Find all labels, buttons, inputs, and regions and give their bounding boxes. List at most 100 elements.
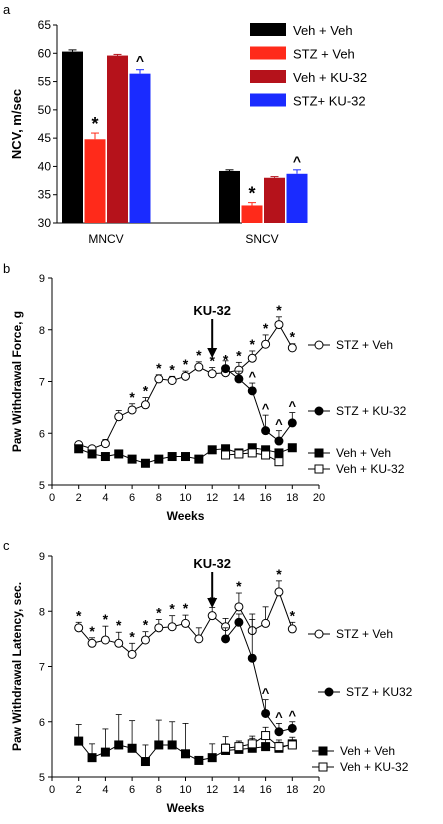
data-point [261,450,271,460]
y-axis-label: Paw Withdrawal Force, g [10,311,24,452]
data-point [221,743,231,753]
data-point [127,649,137,659]
data-point [274,436,284,446]
significance-mark: * [276,302,282,318]
significance-mark: * [169,361,175,377]
legend-marker [318,746,328,756]
data-point [247,739,257,749]
data-point [154,740,164,750]
y-tick-label: 7 [39,662,45,674]
significance-mark: ^ [262,686,270,701]
data-point [87,638,97,648]
legend-label: STZ+ KU-32 [293,94,366,109]
data-point [154,374,164,384]
data-point [181,452,190,462]
data-point [234,617,244,627]
y-tick-label: 8 [39,606,45,618]
x-tick-label: 18 [286,492,298,504]
significance-mark: * [143,383,149,399]
y-tick-label: 40 [38,159,52,173]
bar [219,170,240,223]
y-tick-label: 6 [39,717,45,729]
data-point [274,742,284,752]
legend-label: Veh + KU-32 [336,462,405,476]
legend-label: STZ + KU32 [346,685,413,699]
data-point [274,320,284,330]
data-point [181,371,190,381]
data-point [100,635,110,645]
data-point [194,634,204,644]
data-point [127,454,137,464]
data-point [261,731,271,741]
y-tick-label: 55 [38,75,52,89]
legend-label: Veh + Veh [340,744,395,758]
data-point [287,443,297,453]
data-point [207,369,217,379]
y-tick-label: 9 [39,273,45,285]
significance-mark: * [276,566,282,582]
bar [264,177,285,223]
significance-mark: * [250,336,256,352]
data-point [74,444,84,454]
data-point [114,638,124,648]
significance-mark: * [290,607,296,623]
legend-swatch [250,23,286,36]
data-point [247,448,257,458]
bar [107,55,128,224]
significance-mark: ^ [275,709,283,724]
data-point [74,736,84,746]
data-point [234,374,244,384]
bar [241,205,263,223]
data-point [154,623,164,633]
data-point [114,740,124,750]
y-tick-label: 50 [38,103,52,117]
data-point [287,343,297,353]
significance-mark: * [183,356,189,372]
x-tick-label: 4 [102,784,108,796]
y-tick-label: 35 [38,188,52,202]
legend-marker [314,448,324,458]
data-point [154,454,164,464]
y-tick-label: 8 [39,325,45,337]
significance-mark: ^ [136,53,144,69]
data-point [221,364,231,374]
data-point [100,439,110,449]
data-point [140,635,150,645]
series-line [78,323,293,450]
data-point [114,449,124,459]
data-point [207,611,217,621]
x-tick-label: 16 [259,492,271,504]
data-point [114,412,124,422]
significance-mark: * [183,600,189,616]
significance-mark: * [89,623,95,639]
legend-label: Veh + Veh [293,23,353,38]
data-point [74,623,84,633]
x-tick-label: 6 [129,492,135,504]
significance-mark: * [209,592,215,608]
legend-marker [314,629,324,639]
significance-mark: * [236,347,242,363]
data-point [234,449,244,459]
significance-mark: * [223,351,229,367]
data-point [274,448,284,458]
data-point [287,723,297,733]
significance-mark: * [196,347,202,363]
bar [84,139,106,223]
data-point [140,458,150,468]
data-point [274,587,284,597]
legend-swatch [250,70,286,83]
x-tick-label: 10 [179,784,191,796]
category-label: MNCV [88,232,123,246]
data-point [181,618,190,628]
x-axis-label: Weeks [167,801,205,815]
y-tick-label: 45 [38,131,52,145]
bar [62,51,83,224]
data-point [167,622,177,632]
significance-mark: * [76,607,82,623]
data-point [274,457,284,467]
annotation-arrow-head [207,348,218,358]
y-tick-label: 60 [38,46,52,60]
y-tick-label: 65 [38,18,52,32]
x-tick-label: 12 [206,784,218,796]
